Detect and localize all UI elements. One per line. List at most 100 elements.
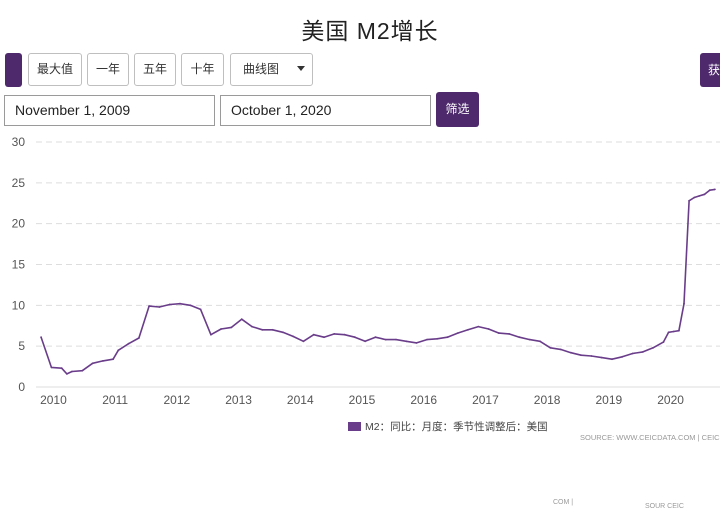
data-point-0-43 <box>467 328 469 331</box>
data-point-0-24 <box>271 328 274 331</box>
chart-type-select[interactable]: 曲线图 <box>230 53 313 86</box>
data-point-0-60 <box>642 351 644 353</box>
data-point-0-64 <box>672 330 675 333</box>
data-point-0-32 <box>354 336 356 339</box>
data-point-0-23 <box>261 328 264 331</box>
data-point-0-14 <box>168 303 171 306</box>
data-point-0-12 <box>148 305 151 307</box>
data-point-0-72 <box>714 188 716 191</box>
y-tick-label-20: 20 <box>12 217 26 231</box>
start-date-input[interactable]: November 1, 2009 <box>4 95 215 126</box>
data-point-0-47 <box>508 333 510 335</box>
data-point-0-53 <box>570 351 572 354</box>
chevron-down-icon <box>297 66 305 71</box>
data-point-0-15 <box>179 302 181 305</box>
data-point-0-61 <box>652 346 654 349</box>
data-point-0-36 <box>395 338 397 341</box>
x-tick-label-2013: 2013 <box>225 393 252 407</box>
end-date-input[interactable]: October 1, 2020 <box>220 95 431 126</box>
y-tick-label-5: 5 <box>18 339 25 353</box>
legend-label-0: M2：同比：月度：季节性调整后：美国 <box>365 420 548 433</box>
data-point-0-59 <box>631 352 634 355</box>
data-point-0-26 <box>292 335 294 338</box>
data-point-0-27 <box>302 340 305 343</box>
data-point-0-58 <box>621 355 624 358</box>
data-point-0-57 <box>611 358 613 361</box>
data-point-0-51 <box>549 346 552 349</box>
right-action-button[interactable]: 获 <box>700 53 720 87</box>
data-point-0-40 <box>436 337 438 340</box>
filter-button[interactable]: 筛选 <box>436 92 479 127</box>
range-5y-button[interactable]: 五年 <box>134 53 176 86</box>
source-note: SOURCE: WWW.CEICDATA.COM | CEIC Dat <box>580 433 720 442</box>
data-point-0-70 <box>703 193 706 196</box>
data-point-0-31 <box>343 333 346 336</box>
chart-title: 美国 M2增长 <box>301 18 439 44</box>
x-tick-label-2020: 2020 <box>657 393 684 407</box>
data-point-0-10 <box>127 342 130 345</box>
data-point-0-20 <box>230 326 233 329</box>
footer-fragment-2: SOUR CEIC <box>645 503 684 510</box>
data-point-0-37 <box>405 340 408 343</box>
data-point-0-66 <box>683 302 685 305</box>
legend-swatch-0 <box>348 422 361 431</box>
data-point-0-8 <box>112 358 114 361</box>
data-point-0-38 <box>415 342 418 344</box>
data-point-0-25 <box>282 331 284 334</box>
data-point-0-11 <box>138 337 140 339</box>
data-point-0-67 <box>688 199 690 202</box>
data-point-0-46 <box>498 332 500 334</box>
data-point-0-34 <box>374 336 377 339</box>
x-tick-label-2018: 2018 <box>534 393 561 407</box>
data-point-0-71 <box>708 189 711 192</box>
y-tick-label-10: 10 <box>12 298 26 312</box>
footer-fragment-1: COM | <box>553 499 574 506</box>
x-tick-label-2010: 2010 <box>40 393 67 407</box>
x-tick-label-2012: 2012 <box>164 393 191 407</box>
x-tick-label-2019: 2019 <box>596 393 623 407</box>
data-point-0-56 <box>600 356 603 359</box>
right-action-button-label: 获 <box>707 63 720 77</box>
y-tick-label-30: 30 <box>12 135 26 149</box>
y-tick-label-15: 15 <box>12 258 26 272</box>
x-tick-label-2017: 2017 <box>472 393 499 407</box>
left-edge-button[interactable] <box>5 53 22 87</box>
data-point-0-6 <box>91 362 94 365</box>
data-point-0-21 <box>240 318 243 321</box>
data-point-0-44 <box>477 325 480 328</box>
y-tick-label-0: 0 <box>18 380 25 394</box>
data-point-0-13 <box>158 306 161 308</box>
data-point-0-33 <box>364 340 366 343</box>
data-point-0-45 <box>487 328 490 330</box>
data-point-0-1 <box>50 366 53 369</box>
data-point-0-16 <box>189 304 192 307</box>
range-10y-button[interactable]: 十年 <box>181 53 224 86</box>
data-point-0-22 <box>251 325 253 328</box>
data-point-0-2 <box>60 367 63 370</box>
data-point-0-41 <box>446 336 449 339</box>
data-point-0-63 <box>667 331 670 334</box>
line-chart: 0 5 10 15 20 25 30 2010 2011 2012 2013 2014 2015 2016… <box>12 135 720 433</box>
data-point-0-17 <box>199 308 202 311</box>
range-max-button[interactable]: 最大值 <box>28 53 82 86</box>
data-point-0-0 <box>40 336 42 339</box>
data-point-0-28 <box>312 333 315 336</box>
data-point-0-50 <box>539 340 541 343</box>
data-point-0-48 <box>518 336 521 339</box>
data-point-0-3 <box>66 373 68 375</box>
data-point-0-7 <box>102 360 104 362</box>
data-point-0-55 <box>590 355 593 357</box>
data-point-0-39 <box>426 338 428 341</box>
range-1y-button[interactable]: 一年 <box>87 53 129 86</box>
data-point-0-30 <box>333 333 336 335</box>
data-point-0-68 <box>693 196 696 199</box>
data-point-0-49 <box>528 338 531 341</box>
x-tick-label-2014: 2014 <box>287 393 314 407</box>
data-point-0-42 <box>456 332 459 334</box>
data-point-0-69 <box>698 195 701 197</box>
data-point-0-29 <box>323 336 325 339</box>
x-tick-label-2015: 2015 <box>349 393 376 407</box>
data-point-0-52 <box>559 348 562 351</box>
data-point-0-54 <box>580 354 582 357</box>
data-point-0-35 <box>384 338 387 341</box>
